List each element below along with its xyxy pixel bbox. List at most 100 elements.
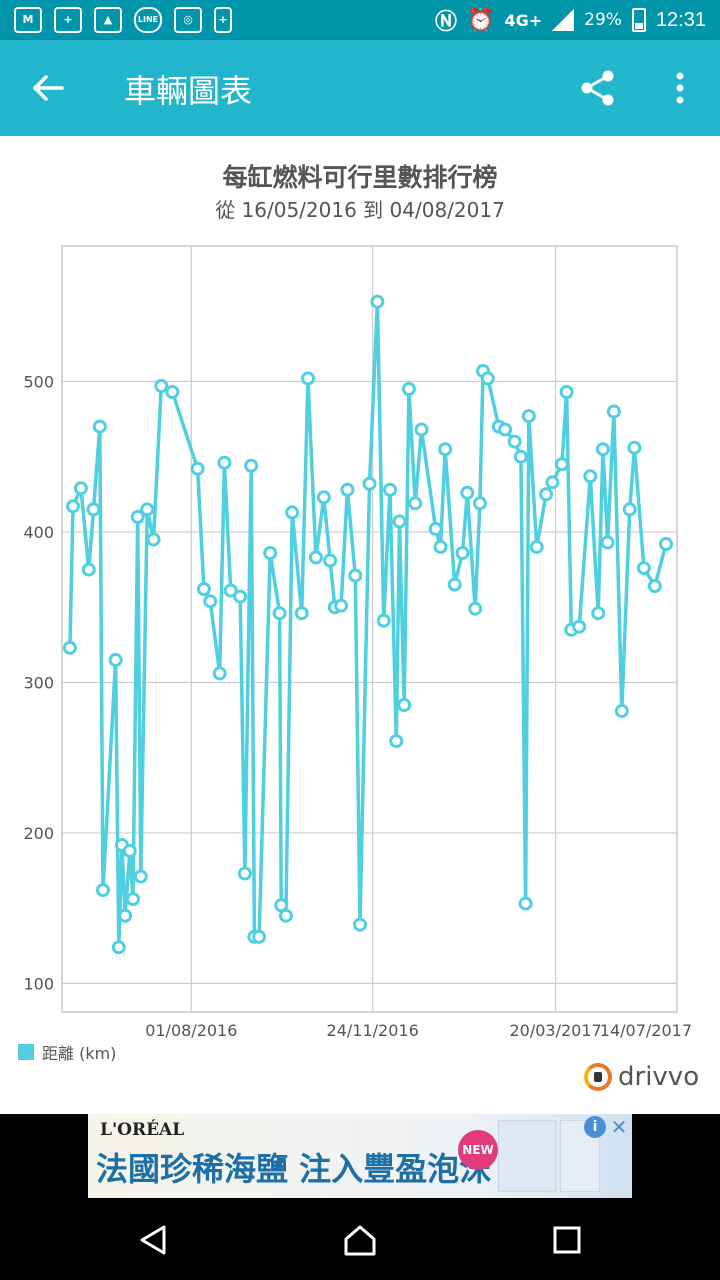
data-point [392, 514, 407, 529]
data-point [529, 540, 544, 554]
signal-icon [552, 9, 575, 31]
home-icon[interactable] [342, 1222, 378, 1258]
data-point [572, 619, 587, 634]
data-point [647, 579, 662, 594]
data-point [545, 475, 560, 490]
data-point [362, 476, 377, 491]
data-point [111, 940, 126, 955]
data-point [233, 589, 248, 604]
line-chart[interactable]: 100 200 300 400 500 01/08/2016 24/11/2016 20/03… [0, 136, 720, 1114]
data-point [513, 449, 528, 464]
data-point [154, 379, 169, 393]
data-point [600, 535, 615, 550]
data-point [66, 499, 80, 514]
data-point [468, 601, 483, 616]
data-point [370, 294, 385, 309]
more-vert-icon[interactable] [660, 68, 700, 108]
chart-title: 每缸燃料可行里數排行榜 [222, 163, 498, 192]
status-bar: M + ▲ LINE ◎ + Ⓝ ⏰ 4G+ 29% 12:31 [0, 0, 720, 40]
nfc-icon: Ⓝ [435, 10, 458, 35]
data-point [217, 455, 232, 470]
data-point [223, 583, 238, 598]
data-point [383, 482, 397, 497]
data-point [165, 385, 180, 399]
drivvo-brand: drivvo [584, 1062, 699, 1092]
y-tick-label: 400 [23, 523, 54, 542]
data-point [96, 883, 110, 898]
data-point [252, 929, 267, 944]
gmail-icon: M [14, 7, 42, 33]
chart-subtitle: 從 16/05/2016 到 04/08/2017 [215, 198, 505, 222]
data-point [81, 562, 96, 577]
arrow-left-icon[interactable] [28, 68, 68, 108]
data-point [140, 502, 155, 517]
data-point [73, 481, 88, 496]
data-point [190, 461, 205, 476]
ad-new-badge: NEW [458, 1130, 498, 1170]
network-type: 4G+ [504, 10, 543, 30]
data-point [397, 698, 412, 712]
data-point [294, 606, 309, 621]
data-point [62, 640, 77, 655]
photos-icon: + [54, 7, 82, 33]
data-point [414, 422, 429, 437]
drivvo-logo-icon [584, 1063, 612, 1091]
data-point [521, 409, 536, 424]
share-icon[interactable] [578, 68, 618, 108]
data-point [583, 469, 598, 484]
y-tick-label: 200 [23, 824, 54, 843]
instagram-icon: ◎ [174, 7, 202, 33]
recents-icon[interactable] [549, 1222, 585, 1258]
data-point [438, 442, 453, 457]
legend-label: 距離 (km) [42, 1044, 117, 1063]
back-triangle-icon[interactable] [136, 1222, 172, 1258]
data-point [376, 613, 391, 628]
data-point [460, 485, 475, 500]
status-indicators: Ⓝ ⏰ 4G+ 29% 12:31 [435, 0, 706, 40]
data-point [591, 606, 606, 621]
data-point [389, 734, 404, 749]
data-point [244, 458, 259, 473]
data-point [92, 419, 107, 434]
data-point [614, 704, 629, 718]
ad-banner[interactable]: L'ORÉAL 法國珍稀海鹽 注入豐盈泡沫 NEW i ✕ [88, 1114, 632, 1198]
data-point [263, 546, 278, 560]
data-point [498, 422, 513, 437]
data-point [472, 496, 487, 511]
data-point [433, 540, 448, 554]
legend-swatch [18, 1044, 34, 1060]
data-point [348, 568, 363, 583]
data-point [308, 550, 323, 565]
data-point [316, 490, 331, 505]
data-point [196, 582, 211, 597]
notification-icons: M + ▲ LINE ◎ + [14, 6, 232, 34]
ad-close-icon[interactable]: ✕ [610, 1115, 628, 1139]
data-point [203, 594, 218, 609]
x-tick-label: 14/07/2017 [600, 1021, 692, 1040]
data-point [559, 385, 574, 399]
data-point [507, 434, 522, 449]
data-point [133, 869, 148, 884]
clock: 12:31 [655, 8, 706, 31]
data-point [122, 844, 137, 858]
data-point [278, 908, 293, 923]
battery-icon [631, 8, 646, 32]
data-point [408, 496, 423, 511]
data-point [659, 537, 673, 551]
data-point [86, 502, 101, 517]
data-point [480, 371, 495, 386]
data-point [118, 908, 133, 923]
data-point [130, 509, 145, 524]
ad-brand: L'ORÉAL [100, 1120, 185, 1140]
brand-name: drivvo [618, 1062, 700, 1092]
data-point [627, 440, 642, 455]
legend: 距離 (km) [18, 1040, 116, 1064]
data-point [447, 577, 462, 592]
data-point [401, 382, 416, 396]
chart-area: 每缸燃料可行里數排行榜 從 16/05/2016 到 04/08/2017 10… [0, 136, 720, 1114]
alarm-icon: ⏰ [467, 7, 495, 33]
ad-info-icon[interactable]: i [584, 1116, 606, 1138]
data-point [636, 561, 651, 576]
data-point [108, 652, 123, 667]
data-point [334, 598, 349, 613]
